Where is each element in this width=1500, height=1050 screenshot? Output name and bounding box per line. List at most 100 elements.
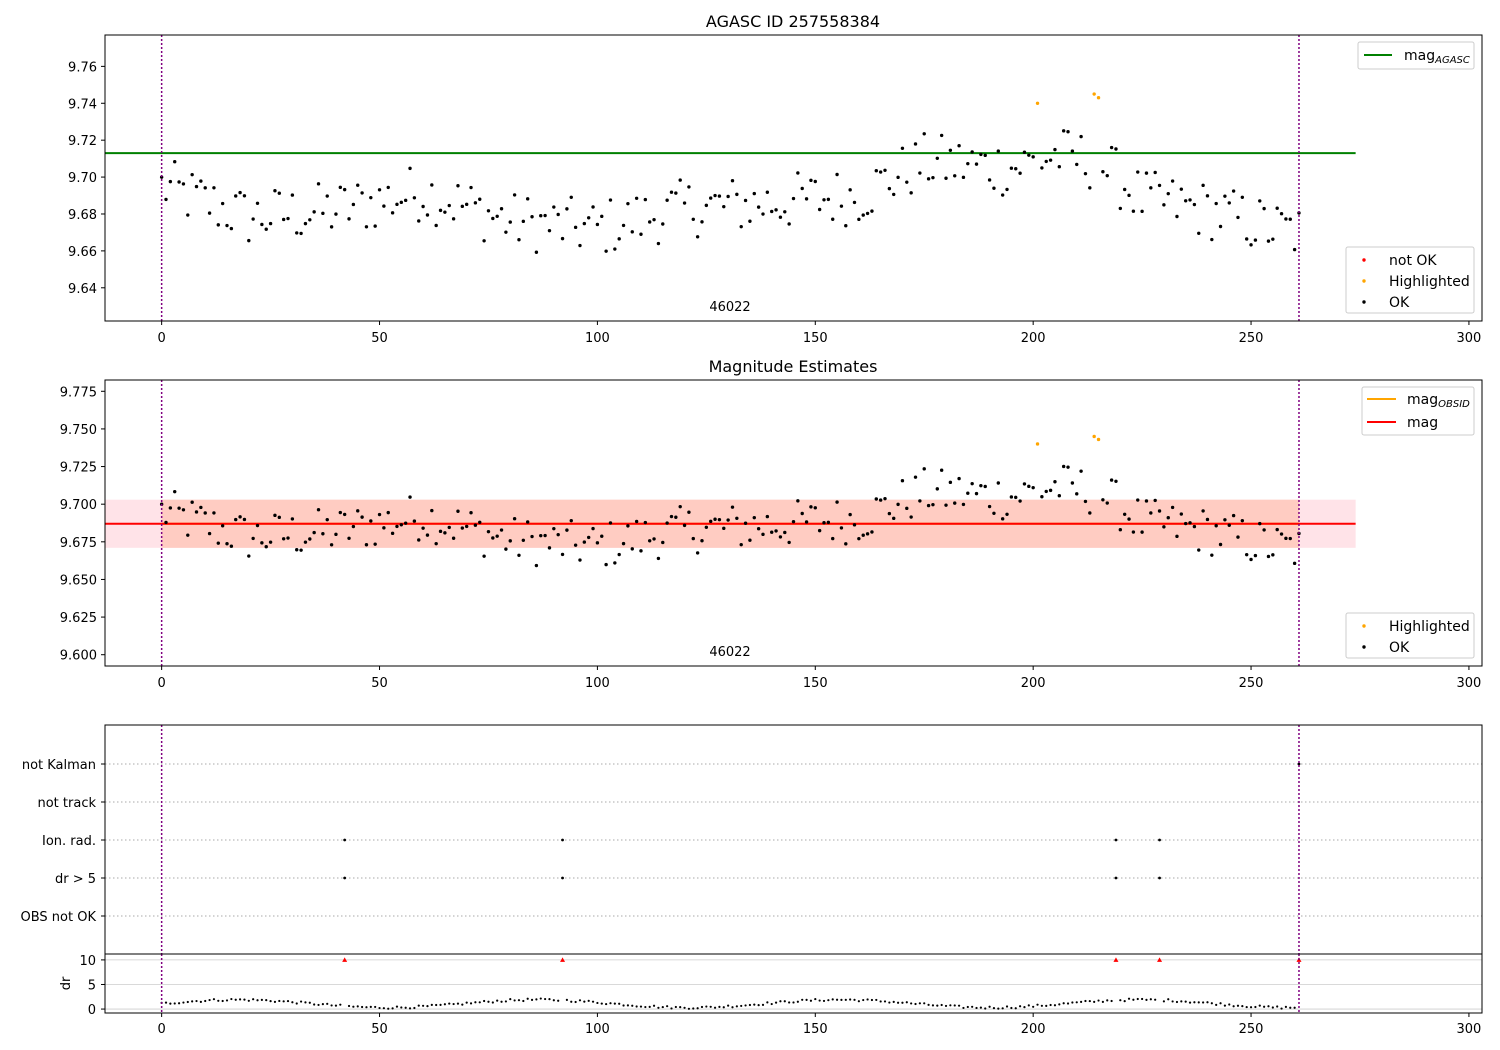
ok-point bbox=[268, 540, 273, 544]
dr-point bbox=[517, 999, 521, 1002]
legend-label-mag-obsid: mag bbox=[1407, 392, 1438, 408]
dr-point bbox=[936, 1004, 939, 1007]
ok-point bbox=[1005, 187, 1009, 192]
dr-point bbox=[875, 998, 878, 1002]
ok-point bbox=[1157, 183, 1162, 188]
ok-point bbox=[796, 171, 800, 175]
ok-point bbox=[308, 537, 312, 541]
ok-point bbox=[395, 202, 399, 207]
dr-point bbox=[321, 1003, 324, 1006]
ok-point bbox=[325, 194, 329, 198]
ok-point bbox=[190, 500, 194, 504]
ok-point bbox=[560, 236, 565, 241]
dr-point bbox=[1210, 1002, 1213, 1005]
ok-point bbox=[1284, 217, 1288, 221]
ok-point bbox=[295, 231, 299, 235]
dr-point bbox=[208, 998, 211, 1002]
dr-point bbox=[975, 1006, 978, 1010]
dr-point bbox=[853, 998, 856, 1001]
ok-point bbox=[543, 213, 547, 218]
dr-frame bbox=[104, 953, 1483, 1014]
ok-point bbox=[691, 217, 695, 221]
ok-point bbox=[600, 214, 604, 219]
ok-point bbox=[1083, 499, 1088, 504]
dr-point bbox=[295, 1002, 298, 1005]
ok-point bbox=[1061, 129, 1066, 133]
ok-point bbox=[774, 208, 778, 212]
dr-point bbox=[400, 1006, 403, 1009]
dr-point bbox=[1001, 1007, 1004, 1010]
ok-point bbox=[674, 515, 678, 519]
ok-point bbox=[713, 517, 717, 521]
ok-point bbox=[1249, 557, 1253, 562]
ok-point bbox=[809, 505, 813, 509]
dr-point bbox=[243, 998, 246, 1001]
dr-point bbox=[618, 1002, 621, 1005]
dr-point bbox=[522, 999, 525, 1003]
ok-point bbox=[329, 225, 334, 229]
ok-point bbox=[983, 153, 987, 158]
ok-point bbox=[1284, 536, 1288, 541]
ok-point bbox=[347, 536, 351, 540]
ok-point bbox=[364, 225, 369, 229]
ok-point bbox=[1000, 193, 1005, 197]
x-tick-label: 50 bbox=[371, 331, 388, 346]
ok-point bbox=[905, 180, 909, 184]
ok-point bbox=[791, 196, 796, 201]
dr-point bbox=[1245, 1005, 1248, 1009]
ok-point bbox=[730, 505, 735, 509]
ok-point bbox=[996, 149, 1001, 153]
ok-point bbox=[918, 499, 922, 503]
ok-point bbox=[1258, 199, 1262, 203]
ok-point bbox=[1018, 499, 1022, 503]
dr-point bbox=[426, 1004, 429, 1008]
ok-point bbox=[207, 211, 212, 215]
ok-point bbox=[543, 533, 547, 538]
panel2-plot-area bbox=[105, 434, 1356, 568]
ok-point bbox=[1066, 129, 1070, 134]
ok-point bbox=[996, 481, 1001, 485]
ok-point bbox=[1118, 528, 1123, 532]
ok-point bbox=[621, 541, 626, 546]
ok-point bbox=[874, 497, 878, 501]
ok-point bbox=[992, 186, 996, 190]
dr-point bbox=[225, 999, 229, 1002]
dr-point bbox=[910, 1002, 913, 1005]
ok-point bbox=[652, 217, 656, 222]
ok-point bbox=[512, 517, 517, 521]
ok-point bbox=[778, 215, 783, 219]
ok-point bbox=[900, 146, 905, 150]
dr-point bbox=[1171, 1000, 1174, 1003]
ok-point bbox=[255, 201, 260, 205]
ok-point bbox=[434, 223, 438, 228]
ok-point bbox=[403, 521, 408, 525]
flag-point bbox=[561, 876, 564, 880]
ok-point bbox=[1188, 198, 1192, 202]
ok-point bbox=[456, 509, 460, 513]
dr-point bbox=[1101, 1000, 1104, 1003]
dr-point bbox=[713, 1006, 717, 1009]
ok-point bbox=[804, 197, 809, 201]
ok-point bbox=[1292, 247, 1297, 252]
ok-point bbox=[1205, 194, 1210, 198]
dr-point bbox=[879, 1000, 882, 1003]
x-tick-label: 0 bbox=[158, 331, 166, 346]
dr-point bbox=[247, 999, 250, 1002]
ok-point bbox=[1127, 517, 1131, 521]
dr-point bbox=[997, 1007, 1000, 1010]
flags-panel: not Kalman not track Ion. rad. dr > 5 OBS no… bbox=[21, 724, 1483, 955]
ok-point bbox=[743, 521, 748, 525]
dr-point bbox=[1084, 999, 1087, 1003]
ok-point bbox=[281, 217, 286, 222]
panel2-point-legend: Highlighted OK bbox=[1345, 612, 1475, 659]
ok-point bbox=[556, 532, 560, 537]
dr-point bbox=[504, 1000, 507, 1003]
ok-point bbox=[1057, 494, 1062, 498]
dr-point bbox=[788, 1001, 791, 1004]
dr-point bbox=[1184, 1000, 1187, 1003]
ok-point bbox=[1131, 209, 1136, 213]
dr-point bbox=[1258, 1004, 1261, 1007]
ok-point bbox=[874, 169, 878, 173]
dr-point bbox=[827, 999, 830, 1002]
ok-point bbox=[525, 197, 530, 201]
